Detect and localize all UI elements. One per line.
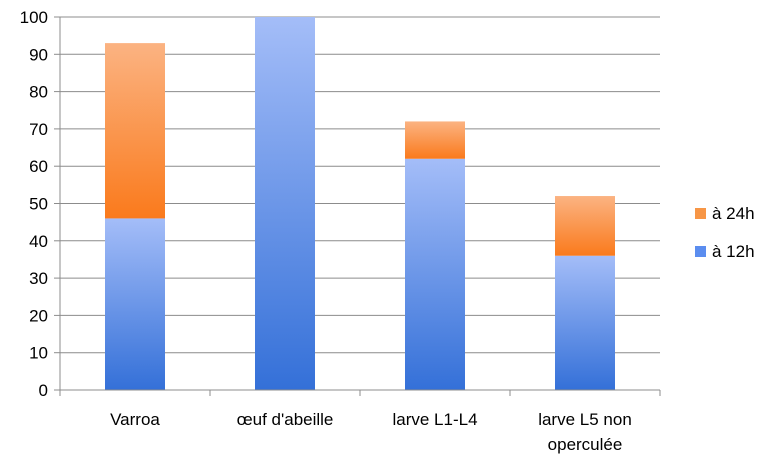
bar-segment-12h	[105, 218, 165, 390]
legend-label: à 12h	[712, 242, 755, 261]
bar-segment-24h	[105, 43, 165, 219]
x-category-label: larve L5 non	[538, 410, 632, 429]
y-tick-label: 60	[29, 157, 48, 176]
legend: à 24h à 12h	[695, 204, 755, 261]
y-tick-label: 10	[29, 344, 48, 363]
bars	[105, 17, 615, 390]
y-tick-label: 100	[20, 8, 48, 27]
bar-segment-12h	[255, 17, 315, 390]
y-tick-label: 0	[39, 381, 48, 400]
bar-segment-24h	[555, 196, 615, 256]
x-category-label: Varroa	[110, 410, 160, 429]
bar-segment-12h	[405, 158, 465, 390]
y-tick-label: 90	[29, 45, 48, 64]
x-category-label: larve L1-L4	[392, 410, 477, 429]
legend-label: à 24h	[712, 204, 755, 223]
bar-segment-12h	[555, 255, 615, 390]
y-tick-label: 70	[29, 120, 48, 139]
legend-swatch	[695, 208, 706, 219]
y-tick-label: 40	[29, 232, 48, 251]
y-tick-label: 50	[29, 195, 48, 214]
legend-swatch	[695, 246, 706, 257]
y-tick-label: 20	[29, 306, 48, 325]
x-category-label: œuf d'abeille	[237, 410, 334, 429]
x-category-label: operculée	[548, 435, 623, 454]
y-tick-label: 30	[29, 269, 48, 288]
axes: 0 10 20 30 40 50 60 70 80 90 100 Varroa œuf d'abeill…	[20, 8, 661, 454]
y-tick-label: 80	[29, 83, 48, 102]
bar-segment-24h	[405, 121, 465, 159]
